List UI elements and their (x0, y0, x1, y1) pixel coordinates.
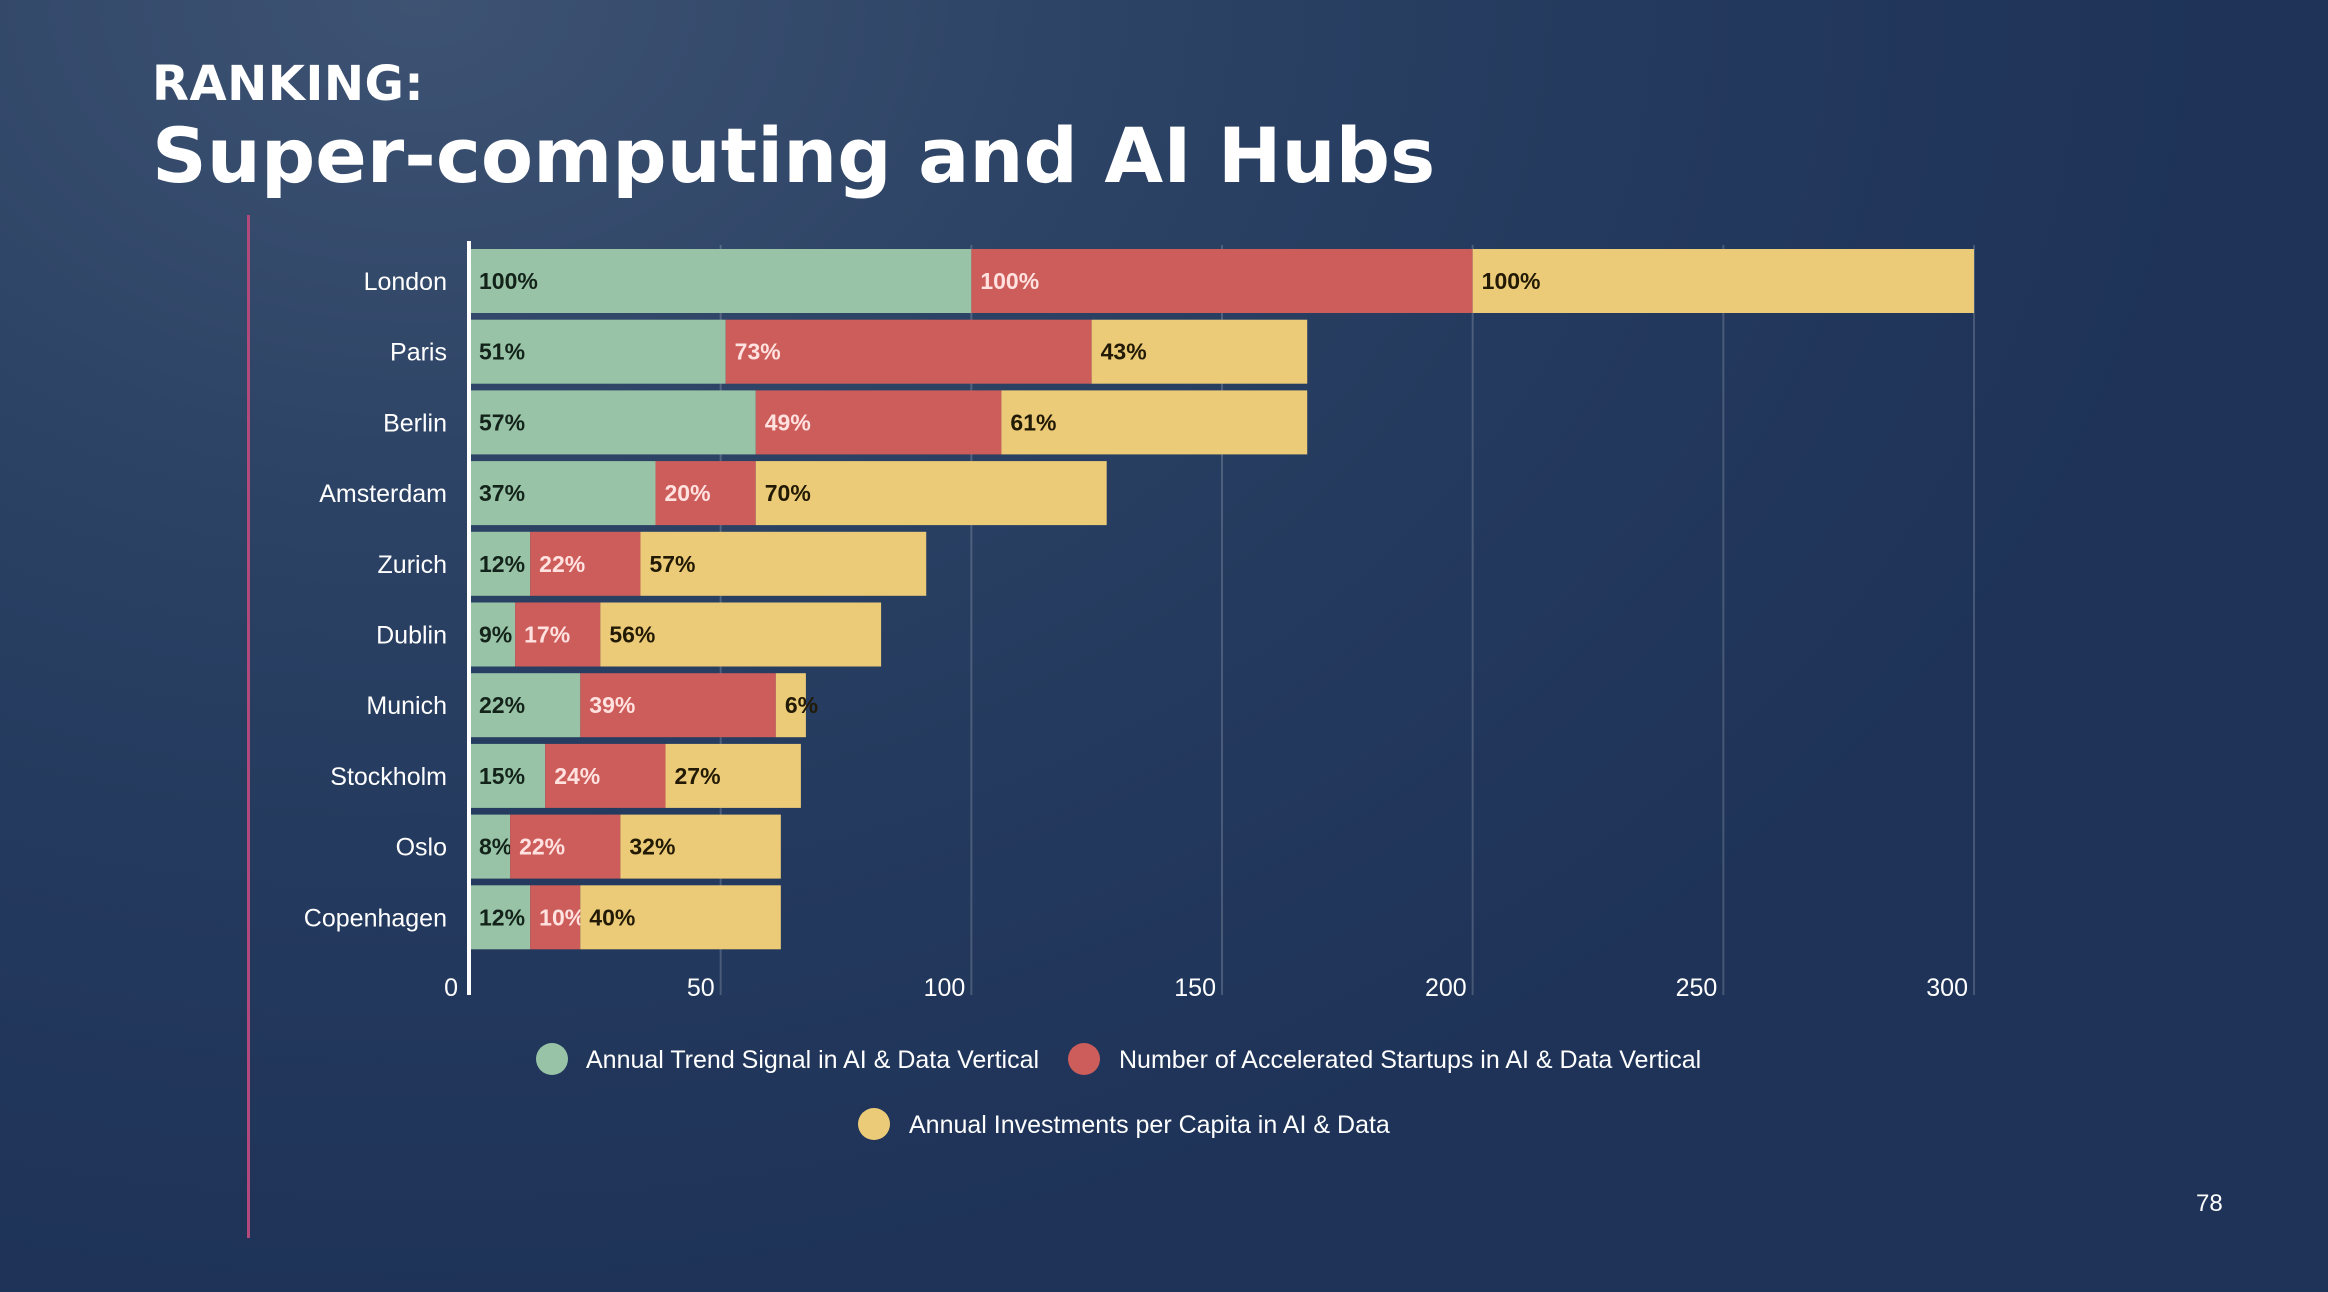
bar-segment (510, 814, 621, 879)
category-label: Oslo (396, 834, 447, 862)
bar-segment (530, 885, 581, 950)
bar-segment (580, 885, 781, 950)
category-label: Paris (390, 339, 447, 367)
bar-segment (470, 390, 756, 455)
data-label: 100% (479, 268, 538, 294)
bar-segment (580, 673, 776, 738)
bar-segment (470, 743, 546, 808)
bar-segment (470, 602, 516, 667)
bar-segment (470, 814, 511, 879)
data-label: 12% (479, 551, 525, 577)
data-label: 20% (664, 480, 710, 506)
bar-segment (470, 885, 531, 950)
bar-segment (665, 743, 801, 808)
data-label: 51% (479, 339, 525, 365)
x-tick-label: 50 (687, 974, 715, 1002)
x-tick-label: 0 (444, 974, 458, 1002)
category-label: Munich (366, 692, 447, 720)
data-label: 73% (735, 339, 781, 365)
bar-segment (655, 461, 756, 526)
bar-segment (725, 319, 1092, 384)
data-label: 27% (675, 763, 721, 789)
legend-swatch (1068, 1043, 1100, 1075)
data-label: 61% (1010, 409, 1056, 435)
bar-segment (971, 249, 1473, 313)
category-label: Zurich (378, 551, 447, 579)
x-tick-label: 150 (1174, 974, 1216, 1002)
bar-segment (775, 673, 806, 738)
accent-divider (247, 215, 250, 1238)
legend-swatch (536, 1043, 568, 1075)
x-tick-label: 200 (1425, 974, 1467, 1002)
data-label: 49% (765, 409, 811, 435)
bar-segment (1001, 390, 1308, 455)
data-label: 100% (980, 268, 1039, 294)
data-label: 22% (479, 692, 525, 718)
page-number: 78 (2196, 1190, 2223, 1217)
category-label: Berlin (383, 409, 447, 437)
bar-segment (755, 390, 1002, 455)
legend-label: Annual Investments per Capita in AI & Da… (909, 1111, 1390, 1139)
data-label: 57% (649, 551, 695, 577)
data-label: 32% (629, 834, 675, 860)
bar-segment (470, 249, 972, 313)
bar-segment (1472, 249, 1974, 313)
category-label: Stockholm (330, 763, 447, 791)
x-tick-label: 300 (1926, 974, 1968, 1002)
data-label: 37% (479, 480, 525, 506)
slide-title: Super-computing and AI Hubs (152, 111, 1436, 200)
category-label: Dublin (376, 622, 447, 650)
data-label: 56% (609, 622, 655, 648)
data-label: 12% (479, 904, 525, 930)
data-label: 43% (1101, 339, 1147, 365)
bar-segment (600, 602, 882, 667)
bar-segment (515, 602, 601, 667)
bar-segment (640, 531, 927, 596)
data-label: 22% (539, 551, 585, 577)
bar-segment (545, 743, 666, 808)
bar-segment (470, 319, 726, 384)
slide-kicker: RANKING: (152, 56, 425, 112)
data-label: 39% (589, 692, 635, 718)
data-label: 40% (589, 904, 635, 930)
data-label: 24% (554, 763, 600, 789)
category-label: Copenhagen (304, 904, 447, 932)
data-label: 70% (765, 480, 811, 506)
x-tick-label: 250 (1676, 974, 1718, 1002)
data-label: 57% (479, 409, 525, 435)
data-label: 6% (785, 692, 818, 718)
data-label: 8% (479, 834, 512, 860)
bar-segment (470, 531, 531, 596)
category-label: Amsterdam (319, 480, 447, 508)
data-label: 17% (524, 622, 570, 648)
bar-segment (755, 461, 1107, 526)
data-label: 10% (539, 904, 585, 930)
legend-swatch (858, 1108, 890, 1140)
bar-segment (1091, 319, 1308, 384)
category-label: London (364, 268, 447, 296)
bar-segment (470, 673, 581, 738)
bar-segment (530, 531, 641, 596)
x-tick-label: 100 (924, 974, 966, 1002)
legend-label: Number of Accelerated Startups in AI & D… (1119, 1046, 1701, 1074)
data-label: 100% (1482, 268, 1541, 294)
data-label: 9% (479, 622, 512, 648)
data-label: 22% (519, 834, 565, 860)
bar-segment (470, 461, 656, 526)
bar-segment (620, 814, 781, 879)
data-label: 15% (479, 763, 525, 789)
legend-label: Annual Trend Signal in AI & Data Vertica… (586, 1046, 1039, 1074)
